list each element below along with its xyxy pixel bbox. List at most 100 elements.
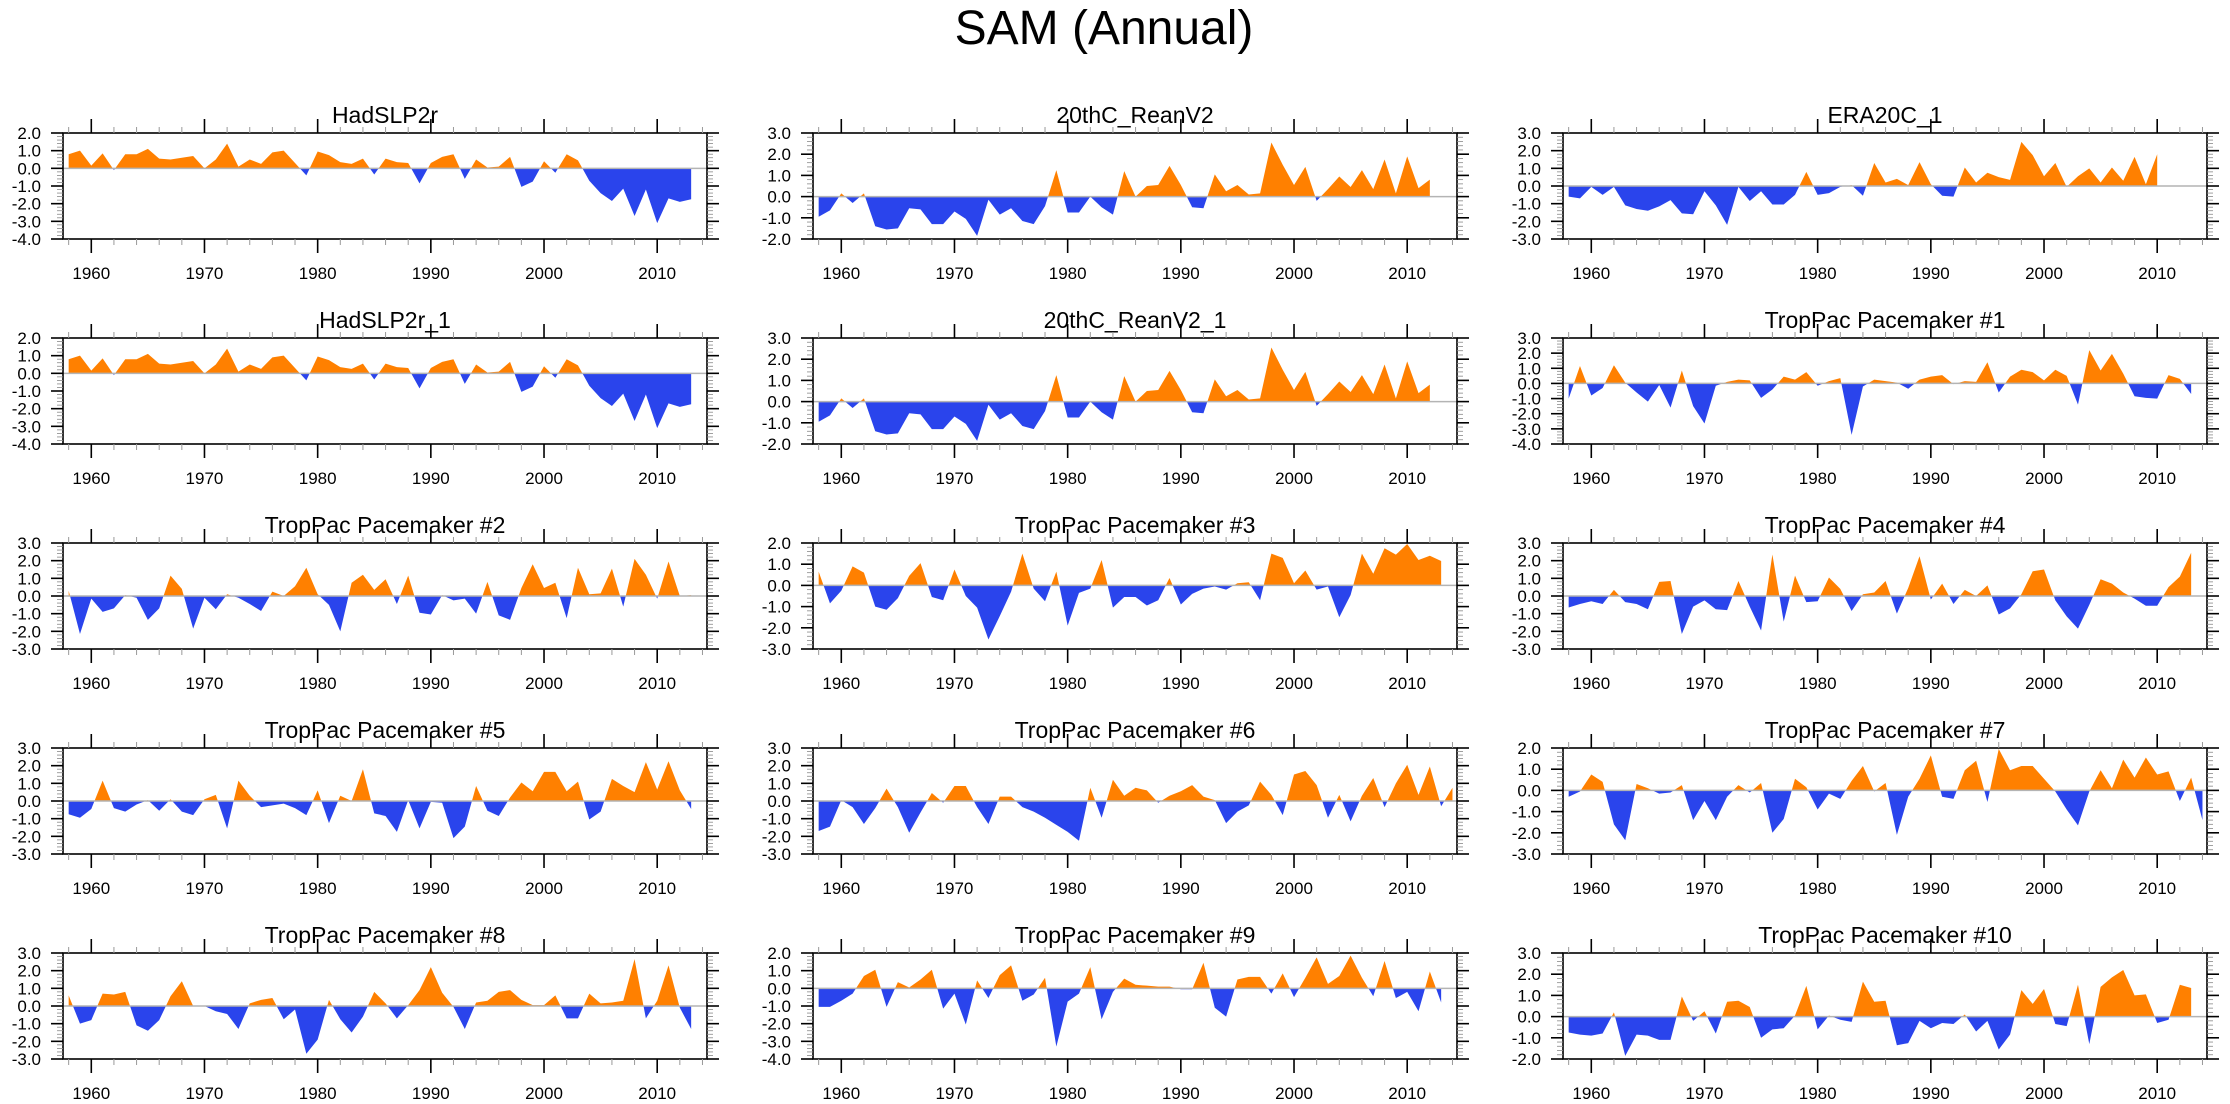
x-tick-label: 1970 xyxy=(1686,879,1724,898)
positive-area xyxy=(818,764,1453,801)
y-tick-label: -3.0 xyxy=(12,640,41,659)
x-tick-label: 1990 xyxy=(412,674,450,693)
x-tick-label: 2010 xyxy=(2138,1084,2176,1103)
x-tick-label: 2010 xyxy=(1388,264,1426,283)
plot-frame xyxy=(812,337,1458,445)
y-tick-label: 0.0 xyxy=(17,159,41,178)
y-tick-label: -2.0 xyxy=(1512,622,1541,641)
positive-area xyxy=(1568,749,2203,791)
x-tick-label: 1970 xyxy=(936,469,974,488)
x-tick-label: 1980 xyxy=(1049,1084,1087,1103)
panel: TropPac Pacemaker #10 1960 1970 1980 1990 200… xyxy=(1512,922,2219,1103)
positive-area xyxy=(68,761,692,801)
x-tick-label: 1970 xyxy=(936,264,974,283)
y-tick-label: -4.0 xyxy=(12,435,41,454)
x-tick-label: 1970 xyxy=(936,1084,974,1103)
x-tick-label: 2010 xyxy=(1388,674,1426,693)
positive-area xyxy=(1611,969,2192,1017)
x-tick-label: 2000 xyxy=(1275,264,1313,283)
y-tick-label: -2.0 xyxy=(12,1032,41,1051)
x-tick-label: 2000 xyxy=(1275,879,1313,898)
y-tick-label: -1.0 xyxy=(762,997,791,1016)
y-tick-label: -2.0 xyxy=(762,827,791,846)
y-tick-label: 3.0 xyxy=(767,329,791,348)
x-tick-label: 1980 xyxy=(299,1084,337,1103)
y-tick-label: -1.0 xyxy=(12,382,41,401)
panel: TropPac Pacemaker #3 1960 1970 1980 1990 2000… xyxy=(762,512,1469,693)
x-tick-label: 1970 xyxy=(186,264,224,283)
x-tick-label: 1960 xyxy=(1572,469,1610,488)
x-tick-label: 1990 xyxy=(1162,674,1200,693)
panel: TropPac Pacemaker #9 1960 1970 1980 1990 2000… xyxy=(762,922,1469,1103)
x-tick-label: 1980 xyxy=(1799,1084,1837,1103)
y-tick-label: 3.0 xyxy=(17,944,41,963)
y-tick-label: 1.0 xyxy=(767,166,791,185)
y-tick-label: -4.0 xyxy=(762,1050,791,1069)
panel: TropPac Pacemaker #8 1960 1970 1980 1990 2000… xyxy=(12,922,719,1103)
y-tick-label: 1.0 xyxy=(1517,359,1541,378)
y-tick-label: -1.0 xyxy=(12,605,41,624)
y-tick-label: 0.0 xyxy=(767,792,791,811)
negative-area xyxy=(112,373,692,429)
x-tick-label: 1990 xyxy=(1162,264,1200,283)
y-tick-label: 0.0 xyxy=(1517,374,1541,393)
y-tick-label: 0.0 xyxy=(1517,781,1541,800)
y-tick-label: -1.0 xyxy=(12,1015,41,1034)
y-tick-label: 0.0 xyxy=(767,576,791,595)
y-tick-label: -3.0 xyxy=(12,845,41,864)
positive-area xyxy=(68,143,692,169)
negative-area xyxy=(1568,186,2158,225)
x-tick-label: 1960 xyxy=(72,879,110,898)
y-tick-label: 1.0 xyxy=(767,555,791,574)
panel: TropPac Pacemaker #2 1960 1970 1980 1990 2000… xyxy=(12,512,719,693)
x-tick-label: 1970 xyxy=(186,879,224,898)
x-tick-label: 2000 xyxy=(2025,879,2063,898)
y-tick-label: -1.0 xyxy=(1512,1029,1541,1048)
positive-area xyxy=(818,955,1442,989)
y-tick-label: 2.0 xyxy=(1517,552,1541,571)
panel: HadSLP2r 1960 1970 1980 1990 2000 2010 -4.0-3.0… xyxy=(12,102,719,283)
x-tick-label: 1990 xyxy=(412,879,450,898)
y-tick-label: -1.0 xyxy=(1512,390,1541,409)
y-tick-label: 1.0 xyxy=(17,569,41,588)
x-tick-label: 1960 xyxy=(72,469,110,488)
y-tick-label: 1.0 xyxy=(767,371,791,390)
x-tick-label: 2010 xyxy=(638,1084,676,1103)
x-tick-label: 1970 xyxy=(186,1084,224,1103)
x-tick-label: 1980 xyxy=(1049,264,1087,283)
x-tick-label: 2000 xyxy=(2025,1084,2063,1103)
y-tick-label: 0.0 xyxy=(767,393,791,412)
plot-frame xyxy=(1562,337,2208,445)
positive-area xyxy=(1568,141,2158,186)
panel-title: TropPac Pacemaker #5 xyxy=(265,717,506,743)
x-tick-label: 1990 xyxy=(412,1084,450,1103)
negative-area xyxy=(1568,1016,2192,1056)
x-tick-label: 1960 xyxy=(822,1084,860,1103)
y-tick-label: 1.0 xyxy=(767,962,791,981)
y-tick-label: -1.0 xyxy=(12,810,41,829)
y-tick-label: -2.0 xyxy=(12,195,41,214)
y-tick-label: -3.0 xyxy=(12,1050,41,1069)
x-tick-label: 1980 xyxy=(299,674,337,693)
positive-area xyxy=(1573,350,2184,384)
x-tick-label: 1960 xyxy=(822,264,860,283)
panel-title: TropPac Pacemaker #9 xyxy=(1015,922,1256,948)
y-tick-label: 3.0 xyxy=(767,739,791,758)
x-tick-label: 1960 xyxy=(1572,674,1610,693)
y-tick-label: 0.0 xyxy=(17,997,41,1016)
y-tick-label: -2.0 xyxy=(12,622,41,641)
x-tick-label: 2000 xyxy=(525,264,563,283)
panel-title: TropPac Pacemaker #1 xyxy=(1765,307,2006,333)
x-tick-label: 1990 xyxy=(1912,1084,1950,1103)
x-tick-label: 2010 xyxy=(2138,264,2176,283)
y-tick-label: -1.0 xyxy=(1512,605,1541,624)
panel-title: ERA20C_1 xyxy=(1827,102,1942,128)
plot-frame xyxy=(1562,952,2208,1060)
y-tick-label: 2.0 xyxy=(1517,965,1541,984)
y-tick-label: -3.0 xyxy=(762,845,791,864)
y-tick-label: -2.0 xyxy=(1512,824,1541,843)
positive-area xyxy=(839,142,1430,197)
x-tick-label: 1990 xyxy=(1912,264,1950,283)
y-tick-label: -2.0 xyxy=(762,1015,791,1034)
